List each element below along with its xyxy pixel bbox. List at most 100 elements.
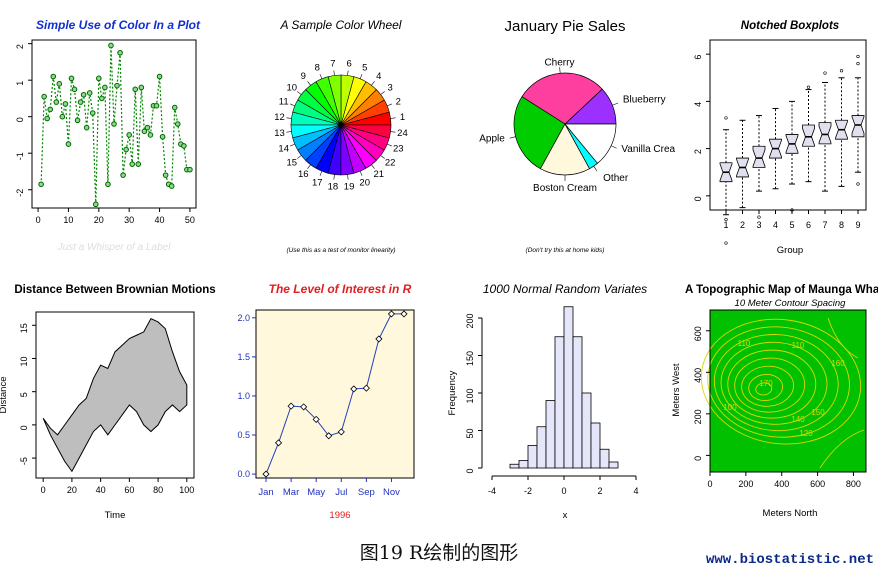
- contour-line: [700, 318, 862, 445]
- data-point: [287, 402, 295, 410]
- contour-line: [727, 349, 817, 419]
- data-point: [92, 201, 99, 208]
- x-tick-label: 100: [179, 485, 194, 495]
- slice-label: 3: [388, 82, 393, 93]
- slice-label: Cherry: [544, 57, 574, 68]
- chart-boxplots: Notched Boxplots 0 2 4 6 1 2 3 4 5 6 7 8 9 Group: [693, 20, 867, 256]
- outlier: [856, 54, 860, 59]
- contour-line: [819, 429, 865, 469]
- y-tick-label: 15: [19, 323, 29, 333]
- x-axis-label: x: [563, 510, 568, 521]
- slice-tick: [319, 171, 323, 176]
- data-point: [312, 415, 320, 423]
- slice-label: 2: [396, 96, 401, 107]
- x-tick-label: 40: [96, 485, 106, 495]
- data-point: [168, 183, 175, 189]
- y-tick-label: 0: [15, 117, 25, 122]
- slice-label: 16: [298, 169, 309, 180]
- x-tick-label: Jul: [335, 487, 347, 498]
- chart-title: A Sample Color Wheel: [280, 18, 402, 32]
- data-point: [362, 384, 370, 392]
- data-point: [132, 86, 139, 93]
- slice-tick: [307, 164, 311, 169]
- y-tick-label: 0.5: [237, 430, 250, 440]
- data-point: [181, 143, 187, 149]
- x-tick-label: 9: [855, 220, 860, 230]
- data-point: [111, 121, 117, 127]
- contour-label: 160: [831, 359, 845, 368]
- data-point: [375, 335, 383, 343]
- x-tick-label: 200: [738, 479, 753, 489]
- series-line: [40, 45, 190, 205]
- data-point: [123, 146, 129, 153]
- outlier: [823, 71, 827, 75]
- y-tick-label: -5: [19, 457, 29, 465]
- x-tick-label: 20: [94, 215, 104, 225]
- chart-color-wheel: A Sample Color Wheel12345678910111213141…: [274, 18, 408, 254]
- x-axis-label: Group: [777, 245, 803, 256]
- slice-tick: [509, 136, 516, 139]
- slice-tick: [559, 67, 561, 74]
- plot-frame: [31, 39, 197, 209]
- outlier: [724, 241, 728, 245]
- x-tick-label: Mar: [283, 487, 299, 498]
- x-axis-label: 1996: [329, 510, 350, 521]
- slice-tick: [593, 166, 598, 172]
- data-point: [77, 99, 84, 105]
- histogram-bar: [572, 336, 583, 469]
- x-tick-label: 6: [806, 220, 811, 230]
- x-tick-label: 3: [756, 220, 761, 230]
- plot-background: [256, 310, 414, 478]
- x-tick-label: 600: [810, 479, 825, 489]
- contour-line: [748, 374, 784, 402]
- data-point: [162, 172, 169, 178]
- chart-title: Notched Boxplots: [741, 20, 839, 32]
- histogram-bar: [527, 445, 538, 469]
- data-point: [171, 104, 178, 111]
- slice-label: 6: [346, 59, 351, 70]
- y-tick-label: 2: [15, 44, 25, 49]
- data-point: [114, 82, 120, 89]
- y-axis-label: Distance: [0, 377, 9, 414]
- y-tick-label: 0: [693, 456, 703, 461]
- data-point: [80, 91, 87, 98]
- data-point: [156, 73, 163, 80]
- box: [818, 122, 832, 145]
- x-tick-label: 50: [185, 215, 195, 225]
- y-tick-label: 400: [693, 368, 703, 383]
- data-point: [96, 75, 102, 82]
- data-point: [350, 385, 358, 393]
- data-point: [126, 132, 132, 138]
- slice-label: 14: [278, 144, 289, 155]
- plot-frame: [255, 309, 415, 479]
- data-point: [83, 124, 90, 131]
- contour-label: 140: [791, 415, 805, 424]
- data-point: [337, 428, 345, 436]
- slice-tick: [371, 81, 375, 86]
- outlier: [856, 182, 860, 186]
- data-point: [174, 121, 181, 127]
- slice-tick: [380, 155, 385, 159]
- data-point: [153, 102, 160, 109]
- x-axis-label: Time: [105, 510, 126, 521]
- slice-label: 23: [393, 144, 404, 155]
- slice-tick: [333, 70, 335, 76]
- series-line: [265, 313, 404, 475]
- data-point: [41, 93, 47, 100]
- slice-label: 13: [274, 128, 285, 139]
- data-point: [138, 84, 145, 91]
- x-tick-label: Jan: [258, 487, 273, 498]
- y-tick-label: 1.5: [237, 352, 250, 362]
- chart-title: The Level of Interest in R: [269, 282, 412, 296]
- data-point: [86, 90, 93, 96]
- slice-label: 17: [312, 177, 323, 188]
- x-tick-label: 0: [707, 479, 712, 489]
- x-tick-label: 4: [773, 220, 778, 230]
- histogram-bar: [563, 306, 574, 469]
- chart-topographic: A Topographic Map of Maunga Whau 10 Meter…: [671, 284, 878, 519]
- data-point: [50, 73, 57, 80]
- histogram-bar: [590, 422, 601, 469]
- contour-line: [734, 357, 806, 413]
- slice-tick: [359, 171, 363, 176]
